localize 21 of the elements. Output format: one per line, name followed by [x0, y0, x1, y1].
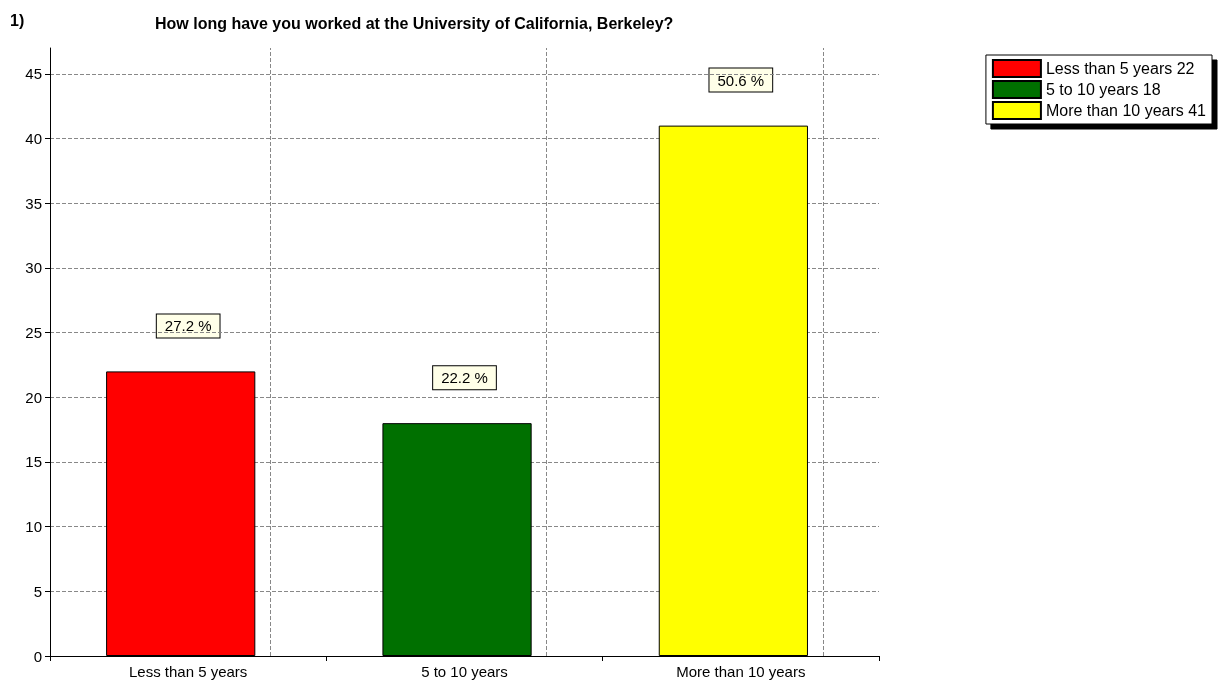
- x-tick-label: Less than 5 years: [128, 663, 248, 680]
- y-tick-label: 35: [25, 194, 42, 212]
- y-tick-label: 10: [25, 518, 42, 536]
- y-tick-label: 30: [25, 259, 42, 277]
- chart-title: How long have you worked at the University of California, Berkeley?: [155, 14, 674, 32]
- annotation: 22.2 %: [441, 369, 488, 387]
- x-tick-label: 5 to 10 years: [421, 663, 508, 680]
- y-tick-label: 40: [25, 130, 42, 148]
- y-tick-label: 45: [25, 65, 42, 83]
- legend-label: Less than 5 years 22: [1045, 60, 1195, 77]
- legend-label: 5 to 10 years 18: [1045, 81, 1161, 98]
- y-tick-label: 20: [25, 388, 42, 406]
- y-tick-label: 25: [25, 324, 42, 342]
- y-tick-label: 0: [33, 647, 42, 665]
- annotation: 27.2 %: [164, 317, 212, 335]
- annotation: 50.6 %: [717, 71, 765, 89]
- x-tick-label: More than 10 years: [676, 663, 806, 680]
- text: 1): [10, 11, 25, 29]
- legend-label: More than 10 years 41: [1045, 102, 1207, 119]
- y-tick-label: 5: [33, 582, 42, 600]
- y-tick-label: 15: [25, 453, 42, 471]
